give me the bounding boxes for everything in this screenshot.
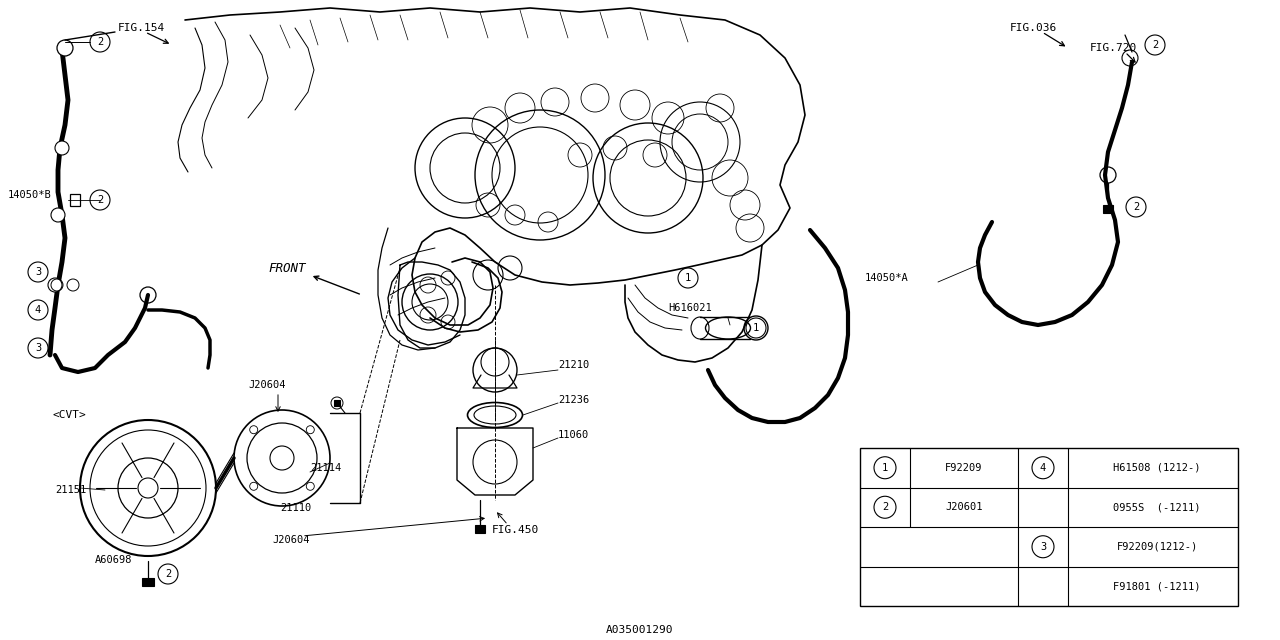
Bar: [475, 525, 485, 533]
Text: 1: 1: [753, 323, 759, 333]
Text: FRONT: FRONT: [268, 262, 306, 275]
Text: 21236: 21236: [558, 395, 589, 405]
Text: 2: 2: [165, 569, 172, 579]
Text: F92209(1212-): F92209(1212-): [1116, 541, 1198, 552]
Text: 2: 2: [882, 502, 888, 512]
Text: H616021: H616021: [668, 303, 712, 313]
Circle shape: [58, 40, 73, 56]
Text: 3: 3: [35, 343, 41, 353]
Text: 21110: 21110: [280, 503, 311, 513]
Text: 2: 2: [1152, 40, 1158, 50]
Bar: [142, 578, 154, 586]
Text: 4: 4: [35, 305, 41, 315]
Text: 4: 4: [1039, 463, 1046, 473]
Text: 1: 1: [882, 463, 888, 473]
Text: FIG.450: FIG.450: [492, 525, 539, 535]
Text: FIG.036: FIG.036: [1010, 23, 1057, 33]
Circle shape: [49, 278, 61, 292]
Circle shape: [51, 208, 65, 222]
Text: J20601: J20601: [945, 502, 983, 512]
Text: 0955S  (-1211): 0955S (-1211): [1114, 502, 1201, 512]
Text: 11060: 11060: [558, 430, 589, 440]
Text: 21114: 21114: [310, 463, 342, 473]
Text: 1: 1: [685, 273, 691, 283]
Text: 2: 2: [1133, 202, 1139, 212]
Text: A035001290: A035001290: [607, 625, 673, 635]
Text: H61508 (1212-): H61508 (1212-): [1114, 463, 1201, 473]
Text: FIG.720: FIG.720: [1091, 43, 1137, 53]
Text: F91801 (-1211): F91801 (-1211): [1114, 581, 1201, 591]
Text: 14050*A: 14050*A: [865, 273, 909, 283]
Bar: [860, 448, 1238, 606]
Bar: [334, 400, 340, 406]
Text: 3: 3: [1039, 541, 1046, 552]
Text: J20604: J20604: [248, 380, 285, 390]
Text: F92209: F92209: [945, 463, 983, 473]
Text: FIG.154: FIG.154: [118, 23, 165, 33]
Text: 3: 3: [35, 267, 41, 277]
Text: A60698: A60698: [95, 555, 133, 565]
Text: 21210: 21210: [558, 360, 589, 370]
Bar: [1103, 205, 1114, 213]
Text: 2: 2: [97, 195, 104, 205]
Circle shape: [55, 141, 69, 155]
Text: 21151: 21151: [55, 485, 86, 495]
Text: 2: 2: [97, 37, 104, 47]
Text: <CVT>: <CVT>: [52, 410, 86, 420]
Bar: [70, 194, 81, 206]
Text: 14050*B: 14050*B: [8, 190, 51, 200]
Text: J20604: J20604: [273, 535, 310, 545]
